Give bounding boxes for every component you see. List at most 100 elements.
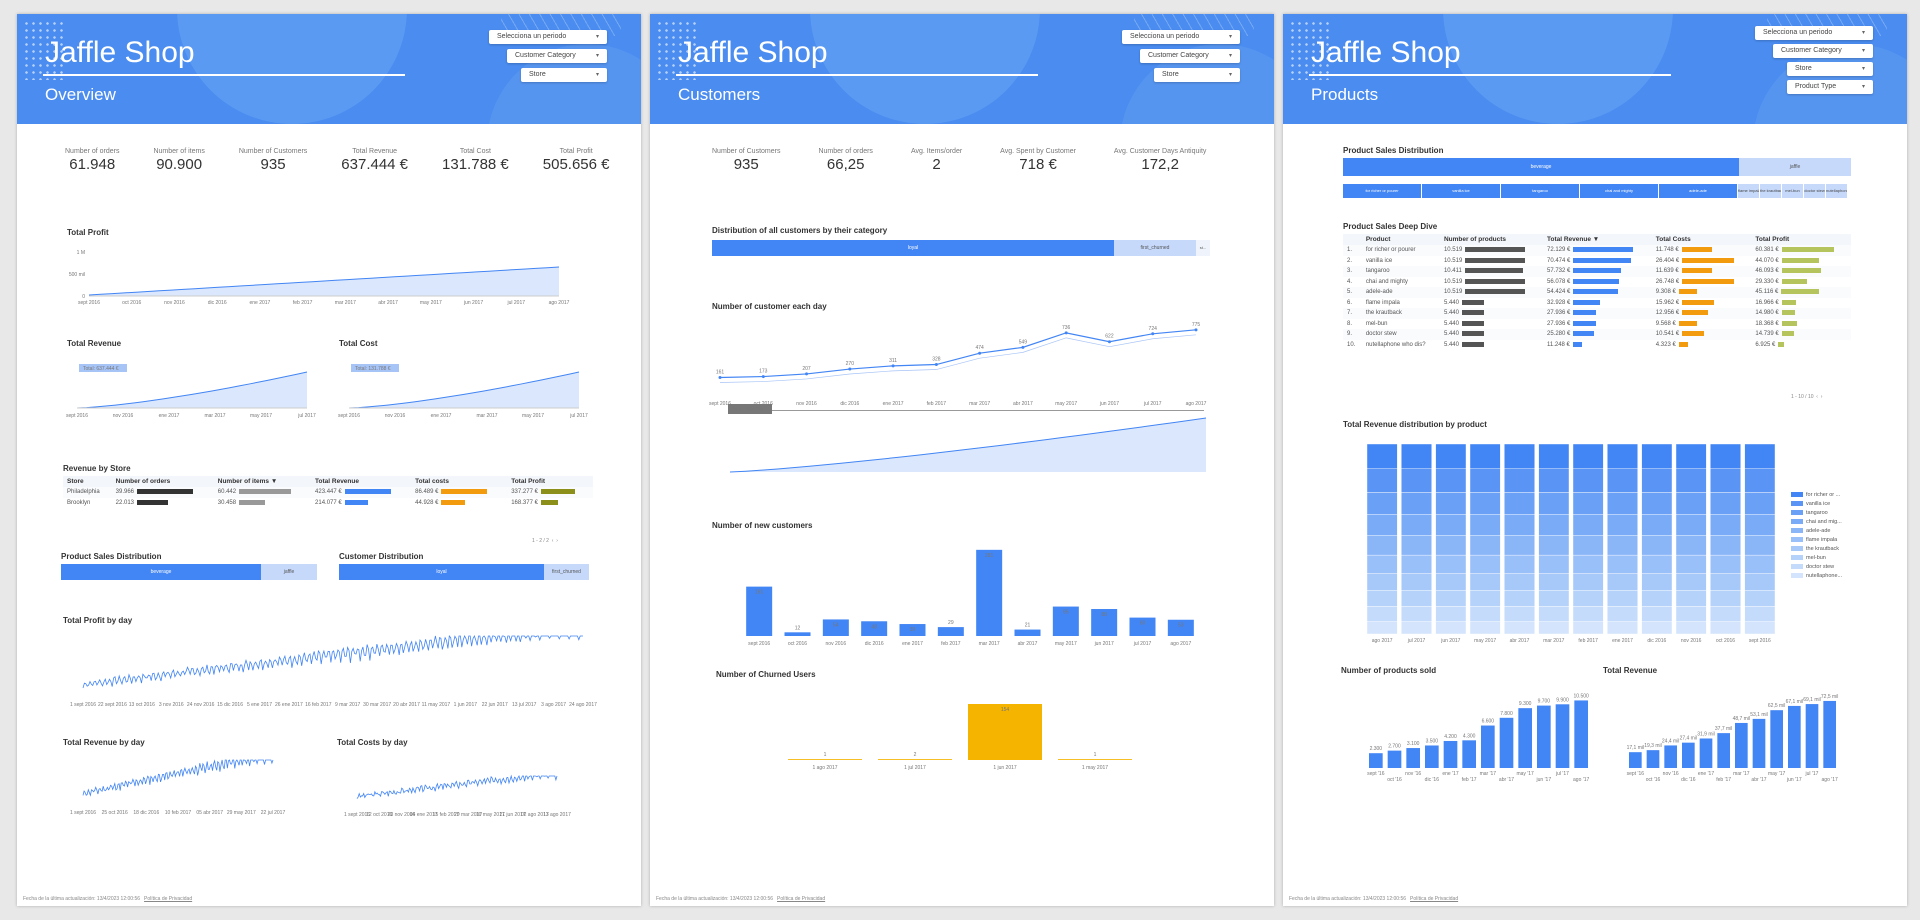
table-row[interactable]: 10. nutellaphone who dis? 5.440 11.248 € 4.3… (1343, 340, 1851, 351)
table-row[interactable]: 1. for richer or pourer 10.519 72.129 € 11.7… (1343, 245, 1851, 256)
chevron-right-icon[interactable]: › (556, 538, 558, 544)
privacy-link[interactable]: Política de Privacidad (777, 896, 826, 902)
daily-customers-chart[interactable]: 161 173 207 270 311 328 474 549 736 622 724 775 sept… (709, 322, 1210, 410)
segment-product[interactable]: the krautback (1760, 184, 1781, 198)
product-type-distribution-chart[interactable]: beverage jaffle (1343, 158, 1851, 176)
column-header[interactable]: Number of products (1439, 234, 1543, 245)
cell-value: 25.280 € (1546, 331, 1571, 338)
segment-loyal[interactable]: loyal (712, 240, 1114, 256)
column-header[interactable]: Total costs (411, 476, 508, 487)
profit-by-day-chart[interactable]: 1 sept 2016 22 sept 2016 13 oct 2016 3 nov … (70, 634, 597, 716)
customer-distribution-chart[interactable]: loyal first_churned (339, 564, 589, 580)
cell-r: 72.129 € (1542, 245, 1652, 256)
table-row[interactable]: 5. adele-ade 10.519 54.424 € 9.308 € 45.116 € (1343, 287, 1851, 298)
segment-product[interactable]: adele-ade (1659, 184, 1737, 198)
total-revenue-chart[interactable]: Total: 637.444 € sept 2016 nov 2016 ene 201… (66, 364, 327, 434)
segment-beverage[interactable]: beverage (61, 564, 261, 580)
cell-bar (1465, 257, 1526, 263)
period-selector[interactable]: Selecciona un periodo ▾ (1122, 30, 1240, 44)
segment-product[interactable]: mel-bun (1782, 184, 1803, 198)
column-header[interactable]: Total Profit (1751, 234, 1851, 245)
customer-category-distribution-chart[interactable]: loyal first_churned st... (712, 240, 1210, 256)
chevron-left-icon[interactable]: ‹ (551, 538, 554, 544)
chevron-down-icon: ▾ (1861, 30, 1865, 36)
legend-item[interactable]: adele-ade (1791, 526, 1842, 535)
column-header[interactable]: Total Revenue (311, 476, 412, 487)
data-label: 328 (932, 357, 941, 363)
legend-item[interactable]: nutellaphone... (1791, 571, 1842, 580)
total-profit-chart[interactable]: sept 2016 oct 2016 nov 2016 dic 2016 ene 201… (67, 244, 607, 324)
revenue-by-product-chart[interactable]: ago 2017 jul 2017 jun 2017 may 2017 abr 2017… (1365, 443, 1777, 654)
legend-item[interactable]: the krautback (1791, 544, 1842, 553)
privacy-link[interactable]: Política de Privacidad (144, 896, 193, 902)
revenue-by-day-chart[interactable]: 1 sept 2016 25 oct 2016 18 dic 2016 10 feb … (70, 758, 333, 824)
table-row[interactable]: Brooklyn 22.013 30.458 214.077 € 44.928 … (63, 498, 593, 509)
segment-product[interactable]: tangaroo (1501, 184, 1579, 198)
segment-product[interactable]: doctor stew (1804, 184, 1825, 198)
segment-jaffle[interactable]: jaffle (261, 564, 317, 580)
chevron-left-icon[interactable]: ‹ (1816, 394, 1818, 400)
segment-product[interactable]: for richer or pourer (1343, 184, 1421, 198)
bar-label: 53,1 mil (1750, 712, 1768, 718)
table-row[interactable]: 2. vanilla ice 10.519 70.474 € 26.404 € 44.07… (1343, 256, 1851, 267)
period-selector[interactable]: Selecciona un periodo ▾ (1755, 26, 1873, 40)
chevron-right-icon[interactable]: › (1820, 394, 1823, 400)
column-header[interactable]: Number of orders (111, 476, 214, 487)
column-header[interactable]: Total Costs (1651, 234, 1752, 245)
column-header[interactable]: Product (1361, 234, 1440, 245)
store-filter[interactable]: Store ▾ (1154, 68, 1240, 82)
total-cost-chart[interactable]: Total: 131.788 € sept 2016 nov 2016 ene 201… (338, 364, 599, 434)
table-row[interactable]: 6. flame impala 5.440 32.928 € 15.962 € 16.96… (1343, 298, 1851, 309)
product-distribution-chart[interactable]: for richer or pourer vanilla ice tangaroo c… (1343, 184, 1851, 198)
table-row[interactable]: 4. chai and mighty 10.519 56.078 € 26.748 € 2… (1343, 277, 1851, 288)
table-row[interactable]: Philadelphia 39.966 60.442 423.447 € 86.… (63, 487, 593, 498)
privacy-link[interactable]: Política de Privacidad (1410, 896, 1459, 902)
customer-category-filter[interactable]: Customer Category ▾ (507, 49, 607, 63)
table-row[interactable]: 9. doctor stew 5.440 25.280 € 10.541 € 14.739… (1343, 329, 1851, 340)
legend-item[interactable]: chai and mig... (1791, 517, 1842, 526)
store-filter[interactable]: Store ▾ (521, 68, 607, 82)
stack-segment (1744, 514, 1776, 536)
table-row[interactable]: 8. mel-bun 5.440 27.936 € 9.568 € 18.368 € (1343, 319, 1851, 330)
column-header[interactable]: Number of items ▼ (213, 476, 312, 487)
segment-beverage[interactable]: beverage (1343, 158, 1739, 176)
product-type-filter[interactable]: Product Type ▾ (1787, 80, 1873, 94)
segment-other[interactable]: st... (1196, 240, 1210, 256)
segment-first-churned[interactable]: first_churned (544, 564, 589, 580)
products-sold-chart[interactable]: 2.300 sept '16 2.700 oct '16 3.100 nov '16 3.5… (1367, 693, 1597, 794)
table-pagination[interactable]: 1 - 10 / 10 ‹ › (1791, 394, 1822, 400)
legend-item[interactable]: doctor stew (1791, 562, 1842, 571)
cell-value: mel-bun (1365, 320, 1388, 327)
segment-first-churned[interactable]: first_churned (1114, 240, 1196, 256)
legend-item[interactable]: vanilla ice (1791, 499, 1842, 508)
table-row[interactable]: 3. tangaroo 10.411 57.732 € 11.639 € 46.093 € (1343, 266, 1851, 277)
customer-category-filter[interactable]: Customer Category ▾ (1773, 44, 1873, 58)
legend-item[interactable]: for richer or ... (1791, 490, 1842, 499)
new-customers-chart[interactable]: 161 sept 2016 12 oct 2016 54 nov 2016 48 dic 20… (740, 544, 1200, 650)
x-tick-label: feb '17 (1716, 777, 1731, 783)
segment-product[interactable]: chai and mighty (1580, 184, 1658, 198)
table-row[interactable]: 7. the krautback 5.440 27.936 € 12.956 € 14.9… (1343, 308, 1851, 319)
segment-loyal[interactable]: loyal (339, 564, 544, 580)
legend-item[interactable]: mel-bun (1791, 553, 1842, 562)
segment-product[interactable]: nutellaphone who dis? (1826, 184, 1847, 198)
legend-item[interactable]: flame impala (1791, 535, 1842, 544)
product-sales-distribution-chart[interactable]: beverage jaffle (61, 564, 317, 580)
period-selector[interactable]: Selecciona un periodo ▾ (489, 30, 607, 44)
column-header[interactable]: Total Profit (507, 476, 593, 487)
legend-item[interactable]: tangaroo (1791, 508, 1842, 517)
column-header[interactable]: Store (63, 476, 112, 487)
store-filter[interactable]: Store ▾ (1787, 62, 1873, 76)
cumulative-customers-chart[interactable]: Total: 201.94 € (728, 404, 1207, 484)
segment-product[interactable]: vanilla ice (1422, 184, 1500, 198)
segment-jaffle[interactable]: jaffle (1739, 158, 1851, 176)
column-header[interactable]: Total Revenue ▼ (1542, 234, 1652, 245)
customer-category-filter[interactable]: Customer Category ▾ (1140, 49, 1240, 63)
segment-product[interactable]: flame impala (1738, 184, 1759, 198)
bar (788, 759, 862, 760)
churned-users-chart[interactable]: 1 1 ago 2017 2 1 jul 2017 154 1 jun 2017 1 1 ma… (780, 704, 1140, 796)
x-tick-label: jun '17 (1786, 777, 1802, 783)
total-revenue-chart[interactable]: 17,1 mil sept '16 19,3 mil oct '16 24,4 mil n… (1627, 694, 1845, 794)
table-pagination[interactable]: 1 - 2 / 2 ‹ › (532, 538, 558, 544)
